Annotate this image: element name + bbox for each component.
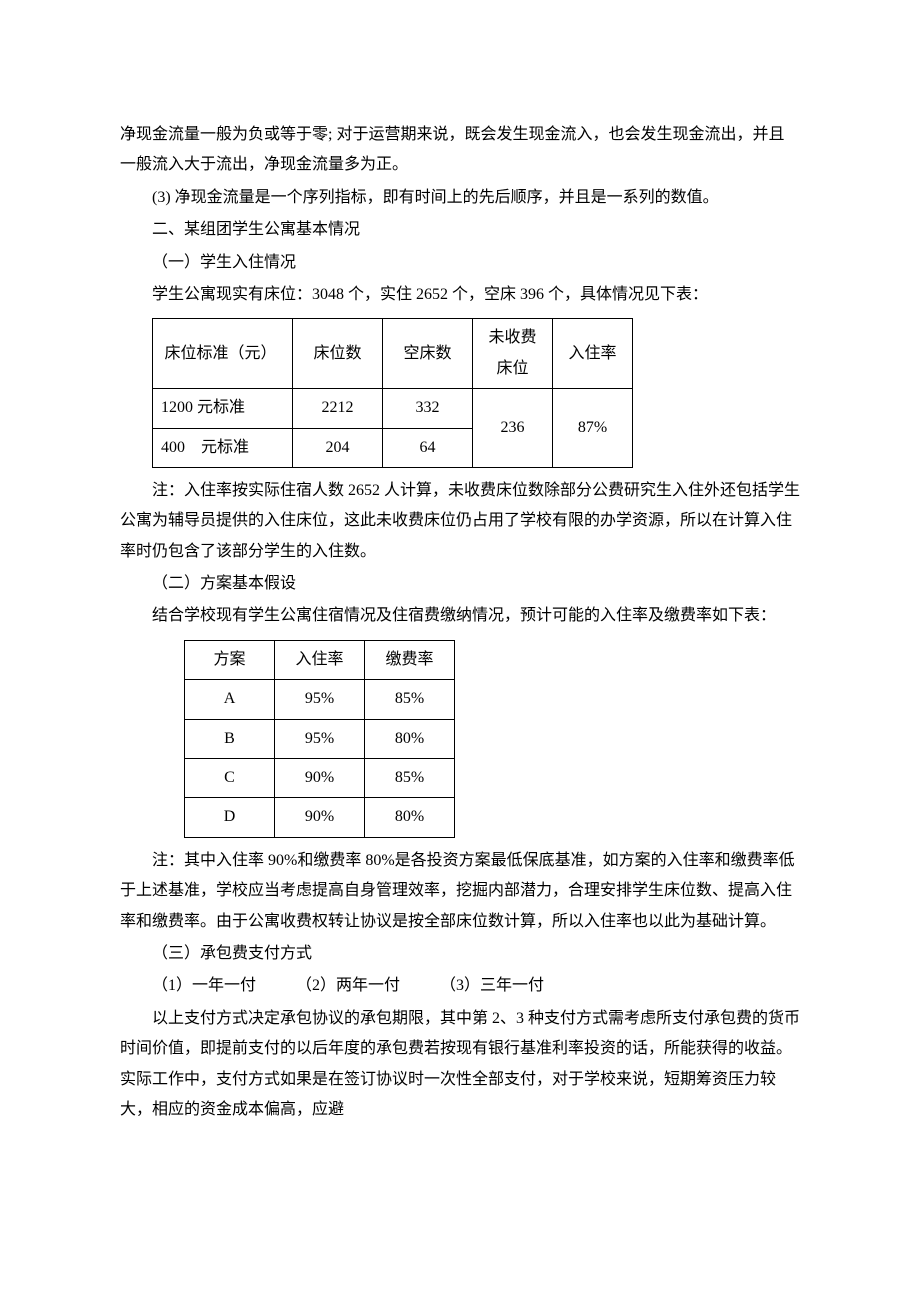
cell-scheme: A — [185, 680, 275, 719]
cell-scheme: B — [185, 719, 275, 758]
cell-occupancy: 90% — [275, 798, 365, 837]
payment-options: （1）一年一付 （2）两年一付 （3）三年一付 — [120, 971, 800, 1001]
cell-standard-1200: 1200 元标准 — [153, 389, 293, 428]
header-empty-beds: 空床数 — [383, 319, 473, 389]
cell-payment: 85% — [365, 759, 455, 798]
table-header-row: 床位标准（元） 床位数 空床数 未收费床位 入住率 — [153, 319, 633, 389]
table-row: A 95% 85% — [185, 680, 455, 719]
header-scheme: 方案 — [185, 640, 275, 679]
header-bed-count: 床位数 — [293, 319, 383, 389]
table-row: D 90% 80% — [185, 798, 455, 837]
header-bed-standard: 床位标准（元） — [153, 319, 293, 389]
bed-standard-table: 床位标准（元） 床位数 空床数 未收费床位 入住率 1200 元标准 2212 … — [152, 318, 633, 468]
subsection-2-3: （三）承包费支付方式 — [120, 939, 800, 969]
cell-bed-count: 2212 — [293, 389, 383, 428]
cell-occupancy: 95% — [275, 680, 365, 719]
scheme-rate-table: 方案 入住率 缴费率 A 95% 85% B 95% 80% C 90% 85%… — [184, 640, 455, 838]
cell-bed-count: 204 — [293, 428, 383, 467]
table-row: B 95% 80% — [185, 719, 455, 758]
cell-payment: 80% — [365, 719, 455, 758]
table-row: C 90% 85% — [185, 759, 455, 798]
header-occupancy-rate: 入住率 — [553, 319, 633, 389]
cell-payment: 80% — [365, 798, 455, 837]
cell-standard-400: 400 元标准 — [153, 428, 293, 467]
table2-note: 注：其中入住率 90%和缴费率 80%是各投资方案最低保底基准，如方案的入住率和… — [120, 846, 800, 937]
table1-note: 注：入住率按实际住宿人数 2652 人计算，未收费床位数除部分公费研究生入住外还… — [120, 476, 800, 567]
table-row: 1200 元标准 2212 332 236 87% — [153, 389, 633, 428]
cell-empty-beds: 64 — [383, 428, 473, 467]
cell-empty-beds: 332 — [383, 389, 473, 428]
cell-scheme: D — [185, 798, 275, 837]
paragraph-point-3: (3) 净现金流量是一个序列指标，即有时间上的先后顺序，并且是一系列的数值。 — [120, 183, 800, 213]
paragraph-bed-stats: 学生公寓现实有床位：3048 个，实住 2652 个，空床 396 个，具体情况… — [120, 280, 800, 310]
cell-scheme: C — [185, 759, 275, 798]
paragraph-continuation: 净现金流量一般为负或等于零; 对于运营期来说，既会发生现金流入，也会发生现金流出… — [120, 120, 800, 181]
cell-payment: 85% — [365, 680, 455, 719]
cell-occupancy-rate-merged: 87% — [553, 389, 633, 468]
cell-occupancy: 95% — [275, 719, 365, 758]
header-occupancy-rate: 入住率 — [275, 640, 365, 679]
cell-occupancy: 90% — [275, 759, 365, 798]
paragraph-scheme-assumption: 结合学校现有学生公寓住宿情况及住宿费缴纳情况，预计可能的入住率及缴费率如下表： — [120, 601, 800, 631]
cell-unpaid-beds-merged: 236 — [473, 389, 553, 468]
header-unpaid-beds: 未收费床位 — [473, 319, 553, 389]
section-2-heading: 二、某组团学生公寓基本情况 — [120, 215, 800, 245]
subsection-2-1: （一）学生入住情况 — [120, 248, 800, 278]
table-header-row: 方案 入住率 缴费率 — [185, 640, 455, 679]
header-payment-rate: 缴费率 — [365, 640, 455, 679]
paragraph-payment-analysis: 以上支付方式决定承包协议的承包期限，其中第 2、3 种支付方式需考虑所支付承包费… — [120, 1004, 800, 1126]
subsection-2-2: （二）方案基本假设 — [120, 569, 800, 599]
